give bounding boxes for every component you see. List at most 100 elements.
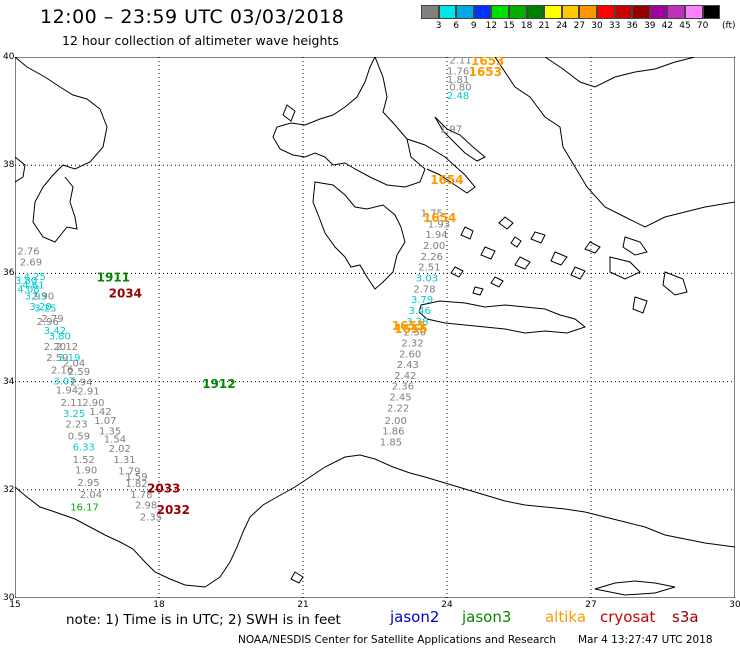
color-scale-tick: 33 <box>608 21 621 31</box>
wave-height-value: 3.80 <box>49 331 71 342</box>
wave-height-value: 1.85 <box>380 437 402 448</box>
latitude-label: 30 <box>3 593 15 603</box>
wave-height-value: 2.12 <box>56 342 78 353</box>
wave-height-value: 3.07 <box>53 376 75 387</box>
chart-title: 12:00 – 23:59 UTC 03/03/2018 <box>40 6 345 28</box>
wave-height-value: 2.35 <box>140 513 162 524</box>
pass-time-label: 1653 <box>471 57 504 68</box>
color-scale-tick: 45 <box>679 21 691 31</box>
color-swatch <box>667 5 685 19</box>
wave-height-value: 2.11 <box>449 57 471 66</box>
pass-time-label: 1654 <box>430 173 463 187</box>
wave-height-value: 3.19 <box>58 353 80 364</box>
pass-time-label: 1655 <box>394 322 427 336</box>
legend-item-cryosat: cryosat <box>600 608 656 626</box>
wave-height-value: 1.97 <box>440 125 462 136</box>
wave-height-value: 1.76 <box>447 66 469 77</box>
wave-height-value: 1.81 <box>447 75 469 86</box>
wave-height-value: 1.86 <box>382 427 404 438</box>
color-swatch <box>491 5 509 19</box>
color-swatch <box>456 5 474 19</box>
wave-height-map: 2.762.693.804.254.614.083.932.903.203.25… <box>15 57 735 598</box>
longitude-label: 30 <box>729 600 740 610</box>
color-scale-unit: (ft) <box>722 21 736 31</box>
legend-item-altika: altika <box>545 608 587 626</box>
wave-height-value: 2.16 <box>51 365 73 376</box>
wave-height-value: 1.93 <box>428 219 450 230</box>
color-swatch <box>438 5 457 19</box>
color-scale-tick: 15 <box>503 21 515 31</box>
wave-height-value: 2.98 <box>135 501 157 512</box>
wave-height-value: 1.59 <box>125 472 147 483</box>
latitude-label: 40 <box>3 52 15 62</box>
wave-height-value: 2.94 <box>70 377 92 388</box>
wave-height-value: 4.61 <box>22 281 44 292</box>
wave-height-value: 2.59 <box>68 367 90 378</box>
wave-height-value: 2.96 <box>37 317 59 328</box>
wave-height-value: 2.50 <box>404 328 426 339</box>
wave-height-value: 3.38 <box>406 317 428 328</box>
color-swatch <box>684 5 703 19</box>
color-scale-tick: 18 <box>520 21 533 31</box>
wave-height-value: 4.08 <box>17 284 39 295</box>
wave-height-value: 2.90 <box>32 291 54 302</box>
wave-height-value: 2.78 <box>413 284 435 295</box>
color-scale-tick: 6 <box>453 21 460 31</box>
pass-time-label: 1654 <box>423 211 456 225</box>
wave-height-value: 1.79 <box>118 467 140 478</box>
wave-height-value: 1.82 <box>125 479 147 490</box>
latitude-label: 36 <box>3 268 15 279</box>
pass-time-label: 2033 <box>147 482 180 496</box>
wave-height-value: 2.22 <box>387 403 409 414</box>
color-scale-tick: 39 <box>644 21 656 31</box>
pass-time-label: 1653 <box>469 65 502 79</box>
wave-height-value: 2.11 <box>61 398 83 409</box>
wave-height-value: 2.00 <box>423 241 445 252</box>
color-swatch <box>632 5 650 19</box>
legend-item-jason3: jason3 <box>462 608 512 626</box>
wave-height-value: 0.59 <box>68 431 90 442</box>
wave-height-value: 16.17 <box>70 502 99 513</box>
wave-height-value: 1.31 <box>113 455 135 466</box>
color-scale-tick: 70 <box>696 21 709 31</box>
color-scale-tick: 24 <box>556 21 568 31</box>
wave-height-value: 2.51 <box>418 263 440 274</box>
wave-height-value: 2.23 <box>65 420 87 431</box>
wave-height-value: 3.79 <box>411 295 433 306</box>
color-swatch <box>544 5 562 19</box>
color-scale-tick: 3 <box>435 21 442 31</box>
wave-height-value: 2.36 <box>392 382 414 393</box>
color-scale-tick: 42 <box>661 21 674 31</box>
color-scale-labels: 3 6 9 12 15 18 21 24 27 30 33 36 39 42 45 70 <box>421 21 740 35</box>
wave-height-value: 6.33 <box>73 442 95 453</box>
color-swatch <box>702 5 721 19</box>
color-swatch <box>579 5 597 19</box>
wave-height-labels: 2.762.693.804.254.614.083.932.903.203.25… <box>15 57 472 524</box>
color-swatch <box>596 5 615 19</box>
color-swatch <box>649 5 668 19</box>
wave-height-value: 2.91 <box>77 387 99 398</box>
wave-height-value: 2.43 <box>397 360 419 371</box>
wave-height-value: 2.69 <box>20 257 42 268</box>
credit-text: NOAA/NESDIS Center for Satellite Applica… <box>238 634 556 646</box>
wave-height-value: 2.02 <box>109 444 131 455</box>
color-scale-tick: 36 <box>626 21 638 31</box>
color-scale-tick: 9 <box>470 21 477 31</box>
color-scale-tick: 12 <box>485 21 498 31</box>
wave-height-value: 1.94 <box>56 386 78 397</box>
longitude-label: 15 <box>9 600 21 610</box>
longitude-label: 21 <box>297 600 309 610</box>
color-scale-bar <box>421 5 721 19</box>
wave-height-value: 2.79 <box>41 314 63 325</box>
wave-height-value: 1.42 <box>89 407 111 418</box>
pass-time-labels: 1911203419122033203216541654165516551653… <box>97 57 505 517</box>
legend-item-jason2: jason2 <box>390 608 440 626</box>
coastline <box>15 57 735 596</box>
pass-time-label: 2034 <box>109 287 142 301</box>
wave-height-value: 1.78 <box>130 490 152 501</box>
wave-height-value: 1.75 <box>421 209 443 220</box>
wave-height-value: 2.60 <box>399 349 421 360</box>
color-scale-tick: 27 <box>573 21 586 31</box>
wave-height-value: 3.20 <box>29 302 51 313</box>
lat-lon-grid <box>15 57 735 598</box>
